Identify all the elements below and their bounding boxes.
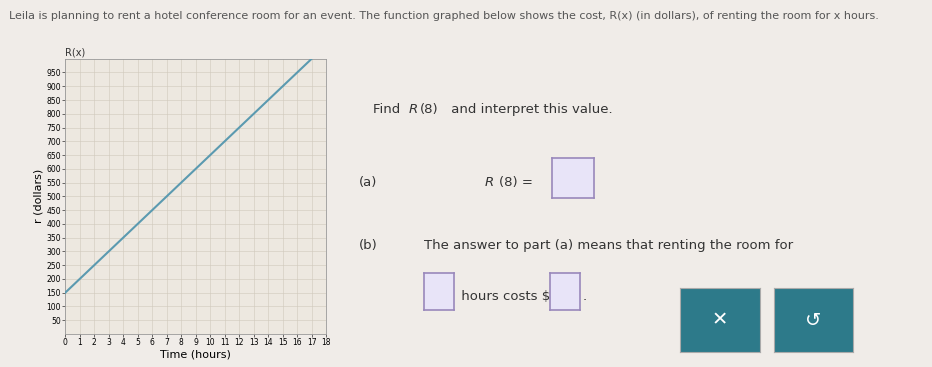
Text: R(x): R(x) xyxy=(65,48,86,58)
Text: The answer to part (a) means that renting the room for: The answer to part (a) means that rentin… xyxy=(424,239,793,251)
Text: .: . xyxy=(582,290,586,303)
Text: and interpret this value.: and interpret this value. xyxy=(447,103,613,116)
Text: Leila is planning to rent a hotel conference room for an event. The function gra: Leila is planning to rent a hotel confer… xyxy=(9,11,879,21)
Text: Find: Find xyxy=(373,103,404,116)
X-axis label: Time (hours): Time (hours) xyxy=(160,350,231,360)
Text: hours costs $: hours costs $ xyxy=(457,290,550,303)
Text: ↺: ↺ xyxy=(805,311,821,330)
Text: R: R xyxy=(408,103,418,116)
Text: R: R xyxy=(485,176,494,189)
Text: (8) =: (8) = xyxy=(499,176,537,189)
Y-axis label: r (dollars): r (dollars) xyxy=(34,169,44,224)
Text: (a): (a) xyxy=(359,176,377,189)
Text: (b): (b) xyxy=(359,239,377,251)
Text: ✕: ✕ xyxy=(712,311,728,330)
Text: (8): (8) xyxy=(419,103,438,116)
